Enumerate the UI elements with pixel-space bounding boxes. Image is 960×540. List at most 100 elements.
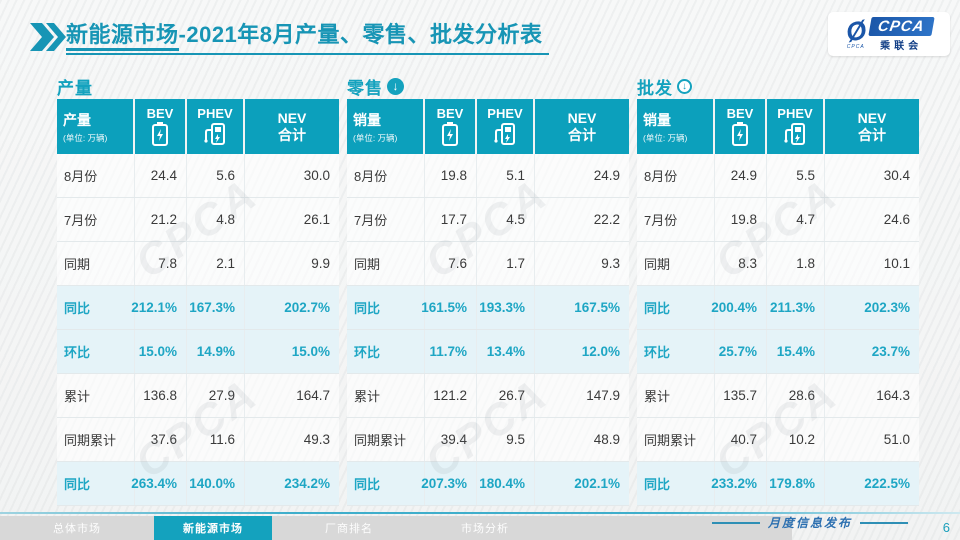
- tab-market-analysis[interactable]: 市场分析: [461, 523, 509, 535]
- row-label: 同比: [637, 462, 715, 505]
- cell-value: 164.7: [296, 388, 330, 403]
- retail-table: 零售 ↓ 销量 (单位: 万辆) BEV PHEV NEV 合计 8月份 19.8…: [347, 74, 629, 506]
- cell-value: 48.9: [593, 432, 620, 447]
- header-phev-cell: PHEV: [187, 99, 245, 154]
- cell-value: 39.4: [425, 418, 477, 461]
- table-row: 同比 161.5% 193.3% 167.5%: [347, 286, 629, 330]
- cell-value: 1.7: [477, 242, 535, 285]
- row-label: 环比: [347, 330, 425, 373]
- cell-value: 17.7: [425, 198, 477, 241]
- section-label: 零售: [347, 78, 383, 98]
- cell-value: 263.4%: [131, 462, 187, 505]
- tab-nev-market[interactable]: 新能源市场: [154, 516, 272, 540]
- cell-value: 10.1: [883, 256, 910, 271]
- cell-value: 22.2: [593, 212, 620, 227]
- row-label: 累计: [347, 374, 425, 417]
- row-label: 同期: [637, 242, 715, 285]
- cell-value: 4.5: [477, 198, 535, 241]
- cell-value: 28.6: [767, 374, 825, 417]
- cell-value: 5.5: [767, 154, 825, 197]
- table-body: 8月份 19.8 5.1 24.9 7月份 17.7 4.5 22.2 同期 7.6 1.7 9.3 同…: [347, 154, 629, 506]
- row-label: 7月份: [637, 198, 715, 241]
- logo-name: CPCA: [868, 16, 935, 36]
- cell-value: 26.1: [303, 212, 330, 227]
- cell-value: 24.9: [593, 168, 620, 183]
- cell-value: 222.5%: [864, 476, 910, 491]
- double-chevron-icon: [30, 23, 66, 51]
- cell-value: 9.9: [311, 256, 330, 271]
- down-arrow-icon: ↓: [677, 78, 692, 94]
- cell-value: 15.0%: [135, 330, 187, 373]
- header-bev-cell: BEV: [715, 99, 767, 154]
- cell-value: 51.0: [883, 432, 910, 447]
- logo-text-block: CPCA 乘联会: [868, 16, 935, 52]
- cell-value: 202.7%: [284, 300, 330, 315]
- cell-value: 9.3: [601, 256, 620, 271]
- cell-value: 212.1%: [131, 286, 187, 329]
- table-row: 同期累计 39.4 9.5 48.9: [347, 418, 629, 462]
- cell-value: 136.8: [135, 374, 187, 417]
- cell-value: 2.1: [187, 242, 245, 285]
- cell-value: 180.4%: [477, 462, 535, 505]
- charger-icon: [784, 123, 805, 145]
- cell-value: 15.0%: [291, 344, 330, 359]
- row-label: 8月份: [347, 154, 425, 197]
- cell-value: 26.7: [477, 374, 535, 417]
- footer-tab-strip: 总体市场 新能源市场 厂商排名 市场分析: [0, 516, 792, 540]
- cell-value: 24.6: [883, 212, 910, 227]
- cell-value: 21.2: [135, 198, 187, 241]
- cell-value: 179.8%: [767, 462, 825, 505]
- logo-assoc: 乘联会: [880, 40, 923, 52]
- publish-label-group: 月度信息发布: [711, 514, 908, 531]
- table-row: 同比 207.3% 180.4% 202.1%: [347, 462, 629, 506]
- table-row: 同比 233.2% 179.8% 222.5%: [637, 462, 919, 506]
- cell-value: 11.6: [187, 418, 245, 461]
- table-row: 同期 7.6 1.7 9.3: [347, 242, 629, 286]
- battery-icon: [732, 122, 748, 146]
- cell-value: 30.0: [303, 168, 330, 183]
- row-label: 8月份: [57, 154, 135, 197]
- production-section-title: 产量: [57, 74, 339, 98]
- cell-value: 23.7%: [871, 344, 910, 359]
- header-nev-cell: NEV 合计: [245, 99, 339, 154]
- left-dash: [711, 521, 760, 524]
- cell-value: 15.4%: [767, 330, 825, 373]
- cell-value: 1.8: [767, 242, 825, 285]
- title-suffix: -2021年8月产量、零售、批发分析表: [178, 22, 543, 47]
- table-header: 销量 (单位: 万辆) BEV PHEV NEV 合计: [347, 99, 629, 154]
- cell-value: 167.5%: [574, 300, 620, 315]
- right-dash: [860, 521, 908, 524]
- table-row: 同期累计 37.6 11.6 49.3: [57, 418, 339, 462]
- cell-value: 13.4%: [477, 330, 535, 373]
- header-label-cell: 销量 (单位: 万辆): [637, 99, 715, 154]
- cell-value: 233.2%: [711, 462, 767, 505]
- table-row: 同比 200.4% 211.3% 202.3%: [637, 286, 919, 330]
- cell-value: 40.7: [715, 418, 767, 461]
- tab-overall-market[interactable]: 总体市场: [53, 523, 101, 535]
- table-header: 产量 (单位: 万辆) BEV PHEV NEV 合计: [57, 99, 339, 154]
- cell-value: 12.0%: [581, 344, 620, 359]
- title-row: 新能源市场-2021年8月产量、零售、批发分析表: [28, 20, 549, 55]
- row-label: 累计: [57, 374, 135, 417]
- cell-value: 49.3: [303, 432, 330, 447]
- table-row: 同期 7.8 2.1 9.9: [57, 242, 339, 286]
- table-row: 环比 11.7% 13.4% 12.0%: [347, 330, 629, 374]
- row-label: 同比: [347, 286, 425, 329]
- cell-value: 200.4%: [711, 286, 767, 329]
- header-label-cell: 产量 (单位: 万辆): [57, 99, 135, 154]
- logo-swoosh-icon: Ø CPCA: [842, 14, 869, 50]
- tab-manufacturer-ranking[interactable]: 厂商排名: [325, 523, 373, 535]
- cell-value: 5.6: [187, 154, 245, 197]
- row-label: 同期累计: [637, 418, 715, 461]
- table-row: 累计 121.2 26.7 147.9: [347, 374, 629, 418]
- row-label: 累计: [637, 374, 715, 417]
- cell-value: 27.9: [187, 374, 245, 417]
- cell-value: 9.5: [477, 418, 535, 461]
- footer-divider: [0, 512, 960, 514]
- header-phev-cell: PHEV: [767, 99, 825, 154]
- header-nev-cell: NEV 合计: [825, 99, 919, 154]
- cell-value: 11.7%: [425, 330, 477, 373]
- row-label: 同比: [637, 286, 715, 329]
- battery-icon: [442, 122, 458, 146]
